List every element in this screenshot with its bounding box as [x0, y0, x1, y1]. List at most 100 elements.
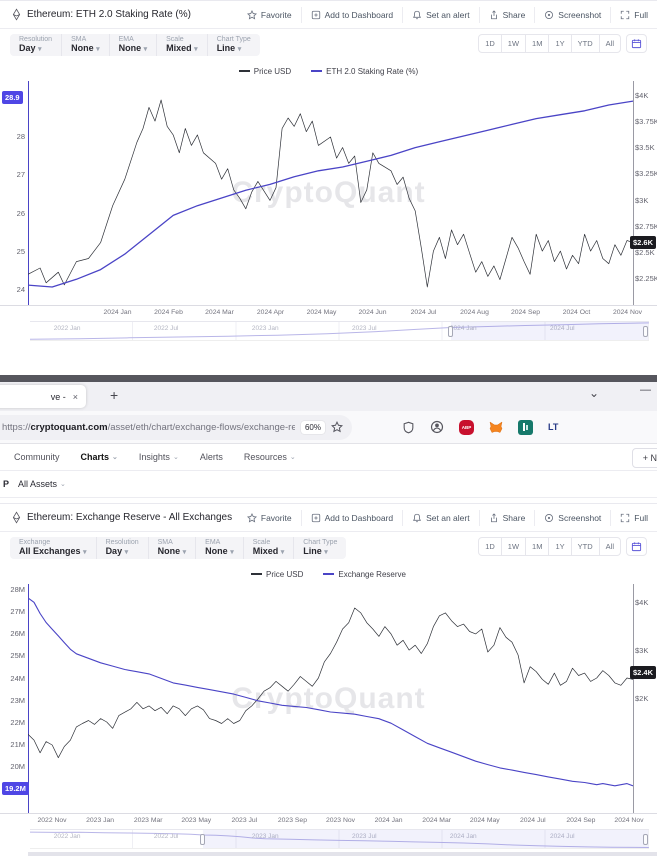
range-1y[interactable]: 1Y: [549, 35, 572, 52]
panel1-toolbar: Favorite Add to Dashboard Set an alert S…: [238, 1, 657, 28]
staking-rate-chart[interactable]: CryptoQuant 28 27 26 25 24 $4K $3.75K $3.5K $3.…: [0, 81, 657, 306]
panel2-title-group: Ethereum: Exchange Reserve - All Exchang…: [12, 511, 232, 524]
calendar-button[interactable]: [626, 537, 647, 556]
minimap-selection[interactable]: [450, 322, 648, 340]
calendar-button[interactable]: [626, 34, 647, 53]
adblock-plus-icon[interactable]: ABP: [459, 419, 474, 435]
fullscreen-icon: [620, 513, 630, 523]
browser-tab-bar: ve - × + ⌄ —: [0, 382, 657, 411]
scale-dropdown[interactable]: Scale Mixed ▾: [244, 537, 295, 559]
share-button[interactable]: Share: [478, 6, 535, 23]
site-navigation: Community Charts ⌄ Insights ⌄ Alerts Resou…: [0, 444, 657, 471]
ema-dropdown[interactable]: EMA None ▾: [196, 537, 244, 559]
page-zoom-indicator[interactable]: 60%: [300, 420, 325, 434]
resolution-dropdown[interactable]: Resolution Day ▾: [10, 34, 63, 56]
panel1-header: Ethereum: ETH 2.0 Staking Rate (%) Favor…: [0, 1, 657, 29]
nav-charts[interactable]: Charts ⌄: [80, 452, 118, 462]
legend-exchange-reserve[interactable]: Exchange Reserve: [323, 570, 406, 579]
chevron-down-icon: ⌄: [172, 454, 179, 461]
chart-type-dropdown[interactable]: Chart Type Line ▾: [303, 539, 338, 556]
sma-dropdown[interactable]: SMA None ▾: [149, 537, 197, 559]
exchange-dropdown[interactable]: Exchange All Exchanges ▾: [10, 537, 97, 559]
chevron-down-icon: ▾: [143, 46, 148, 53]
range-1d[interactable]: 1D: [479, 35, 502, 52]
range-1y[interactable]: 1Y: [549, 538, 572, 555]
nav-insights[interactable]: Insights ⌄: [138, 452, 179, 462]
left-axis-line: [28, 81, 29, 305]
languagetool-icon[interactable]: LT: [548, 422, 559, 432]
price-value-badge: $2.4K: [629, 666, 656, 679]
legend-price-usd[interactable]: Price USD: [238, 67, 291, 76]
set-alert-button[interactable]: Set an alert: [402, 6, 478, 23]
address-bar[interactable]: https://cryptoquant.com/asset/eth/chart/…: [0, 414, 352, 440]
panel1-controls-row: Resolution Day ▾ SMA None ▾ EMA None ▾ S…: [0, 29, 657, 61]
tab-close-icon[interactable]: ×: [72, 391, 78, 402]
favorite-button[interactable]: Favorite: [238, 7, 301, 23]
ema-dropdown[interactable]: EMA None ▾: [110, 34, 158, 56]
panel2-minimap[interactable]: 2022 Jan 2022 Jul 2023 Jan 2023 Jul 2024…: [30, 829, 649, 849]
password-manager-extension-icon[interactable]: [518, 419, 533, 435]
price-line-swatch: [251, 573, 263, 575]
range-1d[interactable]: 1D: [479, 538, 502, 555]
browser-navigation-bar: https://cryptoquant.com/asset/eth/chart/…: [0, 411, 657, 444]
panel1-minimap[interactable]: 2022 Jan 2022 Jul 2023 Jan 2023 Jul 2024…: [30, 321, 649, 341]
metamask-icon[interactable]: [489, 420, 503, 434]
calendar-icon: [631, 38, 642, 49]
tracking-shield-icon[interactable]: [402, 421, 415, 434]
range-all[interactable]: All: [605, 542, 614, 551]
browser-tab[interactable]: ve - ×: [0, 385, 86, 408]
range-1w[interactable]: 1W: [502, 538, 527, 555]
staking-rate-plot[interactable]: [28, 81, 633, 306]
range-ytd[interactable]: YTD: [572, 35, 600, 52]
legend-price-usd[interactable]: Price USD: [251, 570, 303, 579]
add-to-dashboard-button[interactable]: Add to Dashboard: [300, 6, 403, 23]
range-ytd[interactable]: YTD: [572, 538, 600, 555]
window-edge-strip: [0, 375, 657, 382]
range-1m[interactable]: 1M: [526, 35, 550, 52]
new-tab-button[interactable]: +: [110, 387, 119, 403]
minimap-handle-left[interactable]: [447, 326, 453, 337]
scale-dropdown[interactable]: Scale Mixed ▾: [157, 34, 208, 56]
range-buttons: 1D 1W 1M 1Y YTD All: [478, 537, 621, 556]
share-button[interactable]: Share: [478, 509, 535, 526]
bookmark-star-icon[interactable]: [331, 421, 343, 433]
right-axis-line: [633, 81, 634, 305]
sma-dropdown[interactable]: SMA None ▾: [62, 34, 110, 56]
screenshot-button[interactable]: Screenshot: [534, 509, 610, 526]
minimap-handle-right[interactable]: [643, 326, 648, 337]
minimap-handle-left[interactable]: [200, 834, 206, 845]
chart-type-dropdown[interactable]: Chart Type Line ▾: [216, 36, 251, 53]
range-1w[interactable]: 1W: [502, 35, 527, 52]
ethereum-icon: [12, 511, 21, 524]
fullscreen-button[interactable]: Full: [610, 6, 657, 23]
legend-staking-rate[interactable]: ETH 2.0 Staking Rate (%): [311, 67, 418, 76]
fullscreen-button[interactable]: Full: [610, 509, 657, 526]
set-alert-button[interactable]: Set an alert: [402, 509, 478, 526]
url-text: https://cryptoquant.com/asset/eth/chart/…: [2, 421, 295, 433]
resolution-dropdown[interactable]: Resolution Day ▾: [97, 537, 149, 559]
add-to-dashboard-button[interactable]: Add to Dashboard: [300, 509, 403, 526]
range-1m[interactable]: 1M: [526, 538, 550, 555]
exchange-reserve-plot[interactable]: [28, 584, 633, 814]
nav-resources[interactable]: Resources ⌄: [243, 452, 296, 462]
range-all[interactable]: All: [605, 39, 614, 48]
screenshot-button[interactable]: Screenshot: [534, 6, 610, 23]
nav-alerts[interactable]: Alerts: [199, 452, 223, 462]
share-icon: [489, 512, 499, 523]
minimap-handle-right[interactable]: [643, 834, 648, 845]
reserve-value-badge: 19.2M: [2, 782, 29, 795]
minimize-window-icon[interactable]: —: [640, 384, 651, 396]
chart-panel-exchange-reserve: Ethereum: Exchange Reserve - All Exchang…: [0, 503, 657, 856]
dashboard-icon: [311, 513, 321, 523]
account-icon[interactable]: [430, 420, 444, 434]
list-tabs-chevron-icon[interactable]: ⌄: [588, 386, 599, 400]
chevron-down-icon: ▾: [83, 549, 87, 556]
all-assets-dropdown[interactable]: All Assets ⌄: [18, 479, 66, 489]
exchange-reserve-chart[interactable]: CryptoQuant 28M 27M 26M 25M 24M 23M 22M 21M 20M …: [0, 584, 657, 814]
new-button[interactable]: + Ne: [631, 448, 657, 468]
favorite-button[interactable]: Favorite: [238, 510, 301, 526]
scrollbar-strip[interactable]: [28, 852, 657, 856]
nav-community[interactable]: Community: [14, 452, 60, 462]
panel1-controls: Resolution Day ▾ SMA None ▾ EMA None ▾ S…: [10, 34, 260, 56]
minimap-selection[interactable]: [203, 830, 648, 848]
